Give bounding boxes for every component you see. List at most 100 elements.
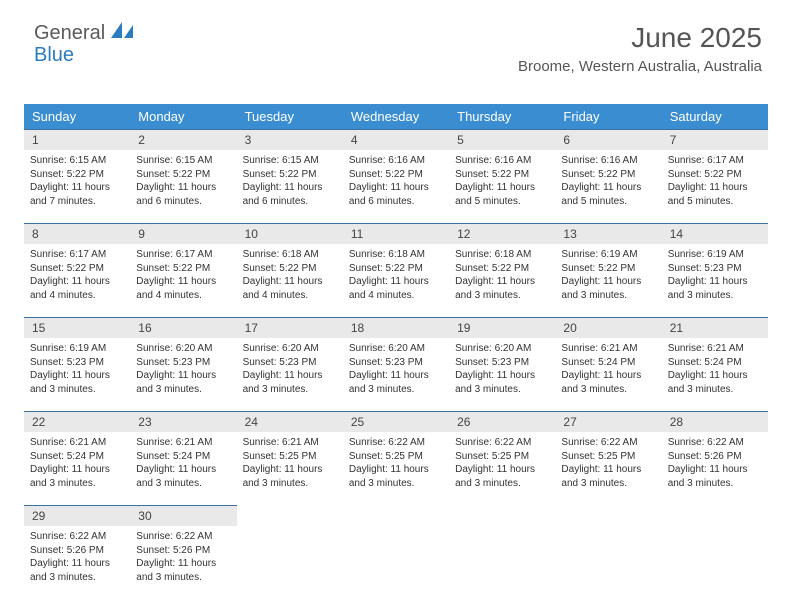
sunset-text: Sunset: 5:24 PM <box>668 356 762 370</box>
sunrise-text: Sunrise: 6:20 AM <box>455 342 549 356</box>
day-number: 1 <box>24 129 130 150</box>
week-row: 8Sunrise: 6:17 AMSunset: 5:22 PMDaylight… <box>24 223 768 309</box>
sunset-text: Sunset: 5:25 PM <box>243 450 337 464</box>
day-number: 28 <box>662 411 768 432</box>
sunset-text: Sunset: 5:26 PM <box>668 450 762 464</box>
day-number: 7 <box>662 129 768 150</box>
sunrise-text: Sunrise: 6:15 AM <box>136 154 230 168</box>
page-title: June 2025 <box>518 22 762 54</box>
day-cell: 13Sunrise: 6:19 AMSunset: 5:22 PMDayligh… <box>555 223 661 309</box>
sunrise-text: Sunrise: 6:22 AM <box>30 530 124 544</box>
sunset-text: Sunset: 5:23 PM <box>455 356 549 370</box>
daylight-text: Daylight: 11 hours and 3 minutes. <box>136 463 230 490</box>
sunrise-text: Sunrise: 6:22 AM <box>349 436 443 450</box>
day-body: Sunrise: 6:22 AMSunset: 5:25 PMDaylight:… <box>343 432 449 496</box>
day-cell: 29Sunrise: 6:22 AMSunset: 5:26 PMDayligh… <box>24 505 130 591</box>
day-cell: 3Sunrise: 6:15 AMSunset: 5:22 PMDaylight… <box>237 129 343 215</box>
week-row: 1Sunrise: 6:15 AMSunset: 5:22 PMDaylight… <box>24 129 768 215</box>
day-cell: 28 Sunrise: 6:22 AMSunset: 5:26 PMDayligh… <box>662 411 768 497</box>
sunset-text: Sunset: 5:24 PM <box>561 356 655 370</box>
logo-text-general: General <box>34 22 105 45</box>
day-body: Sunrise: 6:16 AMSunset: 5:22 PMDaylight:… <box>449 150 555 214</box>
weekday-header: Monday <box>130 104 236 129</box>
day-number: 3 <box>237 129 343 150</box>
sunset-text: Sunset: 5:22 PM <box>349 262 443 276</box>
day-number: 21 <box>662 317 768 338</box>
day-body: Sunrise: 6:21 AMSunset: 5:24 PMDaylight:… <box>662 338 768 402</box>
daylight-text: Daylight: 11 hours and 3 minutes. <box>455 275 549 302</box>
day-cell: 20Sunrise: 6:21 AMSunset: 5:24 PMDayligh… <box>555 317 661 403</box>
day-number: 30 <box>130 505 236 526</box>
sunset-text: Sunset: 5:25 PM <box>561 450 655 464</box>
day-body: Sunrise: 6:17 AMSunset: 5:22 PMDaylight:… <box>24 244 130 308</box>
day-cell: 16Sunrise: 6:20 AMSunset: 5:23 PMDayligh… <box>130 317 236 403</box>
daylight-text: Daylight: 11 hours and 3 minutes. <box>30 369 124 396</box>
weekday-header-row: SundayMondayTuesdayWednesdayThursdayFrid… <box>24 104 768 129</box>
sunrise-text: Sunrise: 6:21 AM <box>668 342 762 356</box>
sunrise-text: Sunrise: 6:16 AM <box>349 154 443 168</box>
sunset-text: Sunset: 5:22 PM <box>561 262 655 276</box>
day-body: Sunrise: 6:22 AMSunset: 5:25 PMDaylight:… <box>449 432 555 496</box>
logo-text-blue: Blue <box>34 44 74 66</box>
day-cell: 23Sunrise: 6:21 AMSunset: 5:24 PMDayligh… <box>130 411 236 497</box>
sunrise-text: Sunrise: 6:22 AM <box>668 436 762 450</box>
sunrise-text: Sunrise: 6:16 AM <box>561 154 655 168</box>
day-cell-empty <box>662 505 768 591</box>
sunset-text: Sunset: 5:22 PM <box>136 168 230 182</box>
daylight-text: Daylight: 11 hours and 5 minutes. <box>668 181 762 208</box>
daylight-text: Daylight: 11 hours and 7 minutes. <box>30 181 124 208</box>
day-cell: 27Sunrise: 6:22 AMSunset: 5:25 PMDayligh… <box>555 411 661 497</box>
sunset-text: Sunset: 5:22 PM <box>455 262 549 276</box>
daylight-text: Daylight: 11 hours and 3 minutes. <box>30 557 124 584</box>
daylight-text: Daylight: 11 hours and 3 minutes. <box>668 369 762 396</box>
sunrise-text: Sunrise: 6:15 AM <box>243 154 337 168</box>
day-body: Sunrise: 6:22 AMSunset: 5:26 PMDaylight:… <box>130 526 236 590</box>
sunrise-text: Sunrise: 6:19 AM <box>668 248 762 262</box>
day-number: 27 <box>555 411 661 432</box>
daylight-text: Daylight: 11 hours and 3 minutes. <box>243 369 337 396</box>
day-body: Sunrise: 6:21 AMSunset: 5:24 PMDaylight:… <box>130 432 236 496</box>
daylight-text: Daylight: 11 hours and 3 minutes. <box>561 463 655 490</box>
weekday-header: Friday <box>555 104 661 129</box>
location-label: Broome, Western Australia, Australia <box>518 58 762 75</box>
day-number: 25 <box>343 411 449 432</box>
day-cell: 8Sunrise: 6:17 AMSunset: 5:22 PMDaylight… <box>24 223 130 309</box>
day-cell: 22Sunrise: 6:21 AMSunset: 5:24 PMDayligh… <box>24 411 130 497</box>
day-number: 20 <box>555 317 661 338</box>
logo-sail-icon <box>111 22 133 45</box>
daylight-text: Daylight: 11 hours and 3 minutes. <box>30 463 124 490</box>
sunset-text: Sunset: 5:26 PM <box>136 544 230 558</box>
day-cell: 26Sunrise: 6:22 AMSunset: 5:25 PMDayligh… <box>449 411 555 497</box>
day-body: Sunrise: 6:20 AMSunset: 5:23 PMDaylight:… <box>449 338 555 402</box>
daylight-text: Daylight: 11 hours and 3 minutes. <box>455 463 549 490</box>
day-cell: 1Sunrise: 6:15 AMSunset: 5:22 PMDaylight… <box>24 129 130 215</box>
sunrise-text: Sunrise: 6:21 AM <box>30 436 124 450</box>
daylight-text: Daylight: 11 hours and 3 minutes. <box>561 369 655 396</box>
day-cell: 14Sunrise: 6:19 AMSunset: 5:23 PMDayligh… <box>662 223 768 309</box>
sunrise-text: Sunrise: 6:21 AM <box>243 436 337 450</box>
day-body: Sunrise: 6:20 AMSunset: 5:23 PMDaylight:… <box>130 338 236 402</box>
daylight-text: Daylight: 11 hours and 3 minutes. <box>243 463 337 490</box>
daylight-text: Daylight: 11 hours and 3 minutes. <box>668 463 762 490</box>
sunset-text: Sunset: 5:22 PM <box>668 168 762 182</box>
week-row: 15Sunrise: 6:19 AMSunset: 5:23 PMDayligh… <box>24 317 768 403</box>
day-body: Sunrise: 6:15 AMSunset: 5:22 PMDaylight:… <box>24 150 130 214</box>
sunrise-text: Sunrise: 6:16 AM <box>455 154 549 168</box>
week-row: 29Sunrise: 6:22 AMSunset: 5:26 PMDayligh… <box>24 505 768 591</box>
day-body: Sunrise: 6:20 AMSunset: 5:23 PMDaylight:… <box>237 338 343 402</box>
day-cell-empty <box>237 505 343 591</box>
day-number: 12 <box>449 223 555 244</box>
day-cell: 9Sunrise: 6:17 AMSunset: 5:22 PMDaylight… <box>130 223 236 309</box>
day-body: Sunrise: 6:21 AMSunset: 5:24 PMDaylight:… <box>24 432 130 496</box>
sunset-text: Sunset: 5:22 PM <box>30 262 124 276</box>
weekday-header: Thursday <box>449 104 555 129</box>
sunset-text: Sunset: 5:22 PM <box>243 168 337 182</box>
sunrise-text: Sunrise: 6:18 AM <box>243 248 337 262</box>
sunrise-text: Sunrise: 6:20 AM <box>136 342 230 356</box>
day-cell-empty <box>343 505 449 591</box>
daylight-text: Daylight: 11 hours and 5 minutes. <box>561 181 655 208</box>
week-row: 22Sunrise: 6:21 AMSunset: 5:24 PMDayligh… <box>24 411 768 497</box>
daylight-text: Daylight: 11 hours and 6 minutes. <box>136 181 230 208</box>
day-cell: 19Sunrise: 6:20 AMSunset: 5:23 PMDayligh… <box>449 317 555 403</box>
logo: General Blue <box>34 22 133 45</box>
